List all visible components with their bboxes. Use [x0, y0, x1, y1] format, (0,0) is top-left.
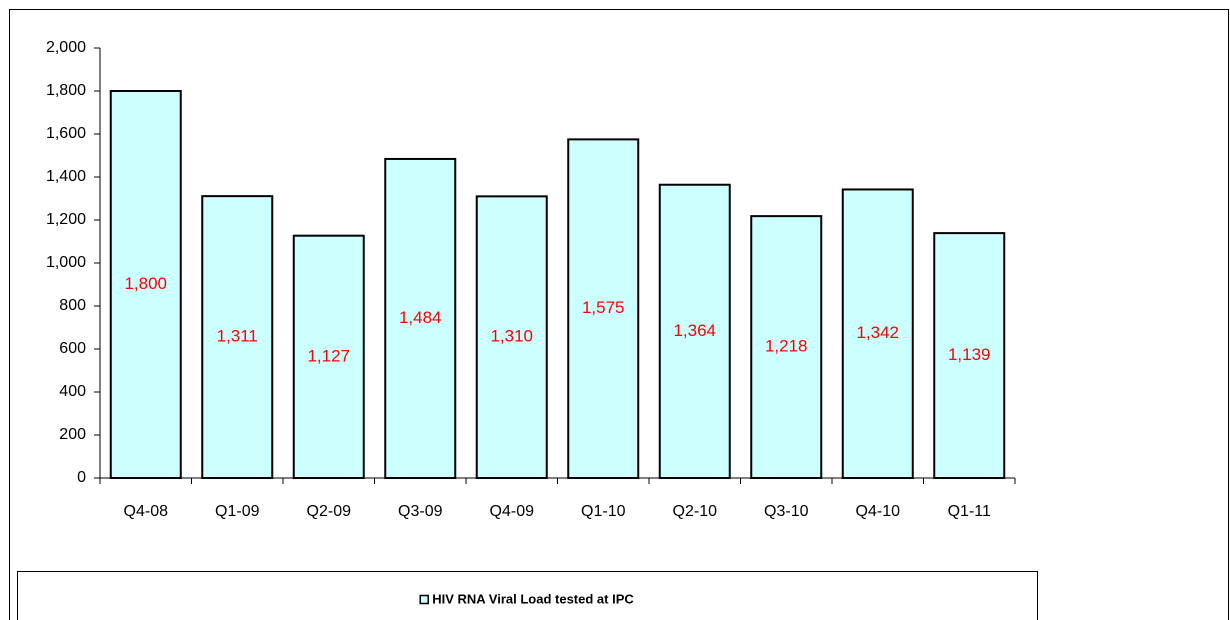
legend-box	[17, 571, 1038, 620]
x-tick-label: Q1-11	[948, 503, 991, 520]
y-tick-label: 400	[59, 383, 86, 400]
y-tick-label: 0	[77, 469, 86, 486]
data-label: 1,575	[582, 298, 625, 317]
y-tick-label: 2,000	[46, 39, 86, 56]
y-tick-label: 200	[59, 426, 86, 443]
bar	[750, 215, 823, 479]
x-tick-label: Q4-09	[490, 503, 535, 520]
data-label: 1,218	[765, 337, 808, 356]
x-tick-label: Q3-10	[764, 503, 809, 520]
bar	[567, 138, 640, 479]
x-tick-label: Q2-10	[673, 503, 718, 520]
x-tick-label: Q2-09	[307, 503, 352, 520]
data-label: 1,364	[673, 321, 716, 340]
legend-label: HIV RNA Viral Load tested at IPC	[432, 591, 634, 606]
data-label: 1,310	[490, 327, 533, 346]
x-tick-label: Q1-10	[581, 503, 626, 520]
y-tick-label: 1,000	[46, 254, 86, 271]
x-tick-label: Q4-08	[124, 503, 169, 520]
bar	[292, 234, 365, 479]
legend-swatch	[419, 594, 429, 605]
data-label: 1,127	[307, 346, 350, 365]
data-label: 1,484	[399, 308, 442, 327]
chart-frame	[9, 9, 1229, 620]
x-tick-label: Q1-09	[215, 503, 260, 520]
x-tick-label: Q4-10	[856, 503, 901, 520]
y-tick-label: 1,200	[46, 211, 86, 228]
y-tick-label: 600	[59, 340, 86, 357]
bar	[841, 188, 914, 479]
bar	[658, 183, 731, 480]
bar	[933, 232, 1006, 479]
bar	[475, 195, 548, 479]
y-tick-label: 1,800	[46, 82, 86, 99]
y-tick-label: 1,600	[46, 125, 86, 142]
data-label: 1,800	[124, 274, 167, 293]
y-tick-label: 1,400	[46, 168, 86, 185]
bar	[384, 157, 457, 479]
bar	[201, 195, 274, 479]
x-tick-label: Q3-09	[398, 503, 443, 520]
data-label: 1,139	[948, 345, 991, 364]
y-tick-label: 800	[59, 297, 86, 314]
data-label: 1,342	[856, 323, 899, 342]
data-label: 1,311	[217, 327, 258, 346]
bar	[109, 90, 182, 479]
